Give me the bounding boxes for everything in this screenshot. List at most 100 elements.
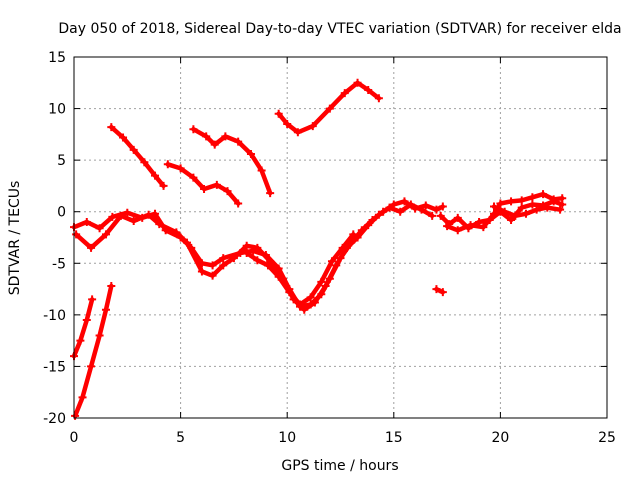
data-point [72,230,81,239]
series-arc-5 [189,125,275,198]
data-point [176,164,185,173]
data-point [283,120,292,129]
data-point [349,230,358,239]
data-point [353,233,362,242]
series-arc-1 [70,295,97,361]
data-point [202,132,211,141]
data-point [210,140,219,149]
data-point [293,128,302,137]
data-point [159,181,168,190]
data-point [82,218,91,227]
y-axis-label: SDTVAR / TECUs [7,181,23,296]
data-point [432,205,441,214]
y-tick-label: -15 [43,359,66,375]
x-tick-label: 0 [70,430,79,446]
data-point [257,166,266,175]
data-point [558,194,567,203]
data-point [406,200,415,209]
data-point [212,180,221,189]
data-point [172,228,181,237]
y-tick-label: 0 [57,205,66,221]
data-point [274,272,283,281]
data-point [116,211,125,220]
data-point [321,281,330,290]
data-point [532,205,541,214]
data-point [234,137,243,146]
y-tick-label: 10 [48,102,66,118]
data-point [101,305,110,314]
y-tick-label: -5 [52,256,66,272]
series-arc-4 [163,160,243,208]
data-series [70,78,567,420]
data-point [374,210,383,219]
data-point [310,298,319,307]
data-point [129,216,138,225]
data-point [95,331,104,340]
data-point [87,243,96,252]
data-point [155,220,164,229]
series-arc-12 [443,190,567,235]
series-arc-6 [274,78,383,137]
chart-title: Day 050 of 2018, Sidereal Day-to-day VTE… [58,21,621,37]
y-tick-label: -10 [43,308,66,324]
data-point [507,197,516,206]
data-point [229,254,238,263]
y-tick-label: 15 [48,50,66,66]
series-line [276,80,382,135]
data-point [242,248,251,257]
data-point [507,215,516,224]
x-tick-label: 25 [598,430,616,446]
data-point [364,86,373,95]
data-point [295,300,304,309]
series-line [109,124,166,189]
data-point [274,109,283,118]
data-point [101,230,110,239]
tick-labels: 0 5 10 15 20 25 -20 -15 -10 -5 0 5 10 15 [43,50,616,446]
y-tick-label: 5 [57,153,66,169]
data-point [436,211,445,220]
data-point [253,256,262,265]
data-point [340,89,349,98]
data-point [151,209,160,218]
data-point [332,261,341,270]
series-arc-2 [71,281,116,420]
series-arc-9 [242,230,358,309]
data-point [528,200,537,209]
data-point [140,158,149,167]
data-point [95,224,104,233]
data-point [107,123,116,132]
series-arc-7 [70,197,447,311]
data-point [223,187,232,196]
data-point [400,197,409,206]
data-point [300,305,309,314]
data-point [528,193,537,202]
data-point [107,281,116,290]
data-point [517,203,526,212]
data-point [71,411,80,420]
data-point [511,211,520,220]
data-point [338,243,347,252]
data-point [556,205,565,214]
data-point [539,190,548,199]
data-point [500,207,509,216]
data-point [417,205,426,214]
data-point [219,254,228,263]
data-point [129,145,138,154]
x-tick-label: 5 [176,430,185,446]
data-point [374,94,383,103]
data-point [327,257,336,266]
data-point [208,261,217,270]
data-point [108,212,117,221]
data-point [242,241,251,250]
data-point [438,288,447,297]
data-point [189,173,198,182]
data-point [285,288,294,297]
data-point [264,261,273,270]
data-point [208,271,217,280]
data-point [521,209,530,218]
data-point [163,160,172,169]
data-point [82,316,91,325]
data-point [453,213,462,222]
data-point [197,267,206,276]
data-point [182,238,191,247]
